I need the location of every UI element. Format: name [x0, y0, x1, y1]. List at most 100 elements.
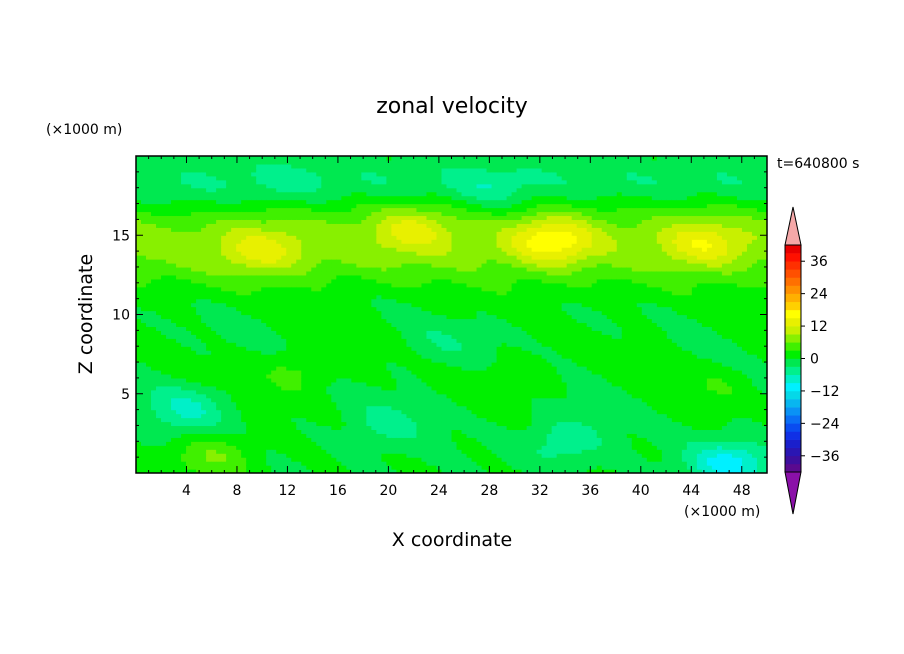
contour-cell [161, 445, 167, 450]
contour-cell [136, 373, 142, 379]
contour-cell [141, 354, 147, 359]
contour-cell [246, 231, 252, 236]
contour-cell [166, 318, 172, 324]
contour-cell [336, 437, 342, 442]
contour-cell [226, 330, 232, 335]
contour-cell [331, 457, 337, 462]
contour-cell [416, 179, 423, 185]
contour-cell [406, 156, 413, 161]
contour-cell [146, 187, 152, 193]
contour-cell [276, 274, 282, 280]
contour-cell [331, 215, 337, 220]
contour-cell [311, 195, 317, 201]
contour-cell [311, 199, 317, 205]
contour-cell [161, 239, 167, 244]
contour-cell [216, 167, 222, 173]
contour-cell [351, 377, 357, 383]
contour-cell [401, 223, 408, 228]
contour-cell [186, 453, 192, 458]
contour-cell [371, 215, 377, 220]
contour-cell [171, 167, 177, 173]
contour-cell [216, 211, 222, 217]
contour-cell [366, 350, 372, 355]
contour-cell [266, 290, 272, 296]
contour-cell [366, 449, 372, 454]
contour-cell [381, 219, 387, 224]
contour-cell [151, 270, 157, 276]
contour-cell [376, 389, 382, 395]
contour-cell [346, 282, 352, 288]
contour-cell [356, 441, 362, 446]
contour-cell [221, 247, 227, 252]
contour-cell [276, 159, 282, 165]
contour-cell [236, 163, 242, 169]
contour-cell [326, 294, 332, 300]
contour-cell [181, 314, 187, 320]
contour-cell [276, 362, 282, 367]
contour-cell [141, 290, 147, 296]
contour-cell [216, 163, 222, 169]
contour-cell [261, 310, 267, 316]
contour-cell [271, 449, 277, 454]
contour-cell [206, 385, 212, 391]
contour-cell [276, 171, 282, 177]
contour-cell [361, 259, 367, 264]
contour-cell [141, 195, 147, 201]
contour-cell [381, 191, 387, 197]
contour-cell [256, 354, 262, 359]
contour-cell [141, 469, 147, 473]
contour-cell [431, 362, 438, 367]
contour-cell [406, 251, 413, 256]
contour-cell [371, 369, 377, 375]
contour-cell [296, 437, 302, 442]
contour-cell [211, 405, 217, 411]
contour-cell [316, 183, 322, 189]
contour-cell [316, 421, 322, 427]
contour-cell [336, 393, 342, 399]
contour-cell [301, 163, 307, 169]
contour-cell [366, 417, 372, 423]
contour-cell [156, 385, 162, 391]
contour-cell [301, 239, 307, 244]
contour-cell [431, 354, 438, 359]
contour-cell [146, 373, 152, 379]
contour-cell [371, 274, 377, 280]
contour-cell [386, 449, 393, 454]
contour-cell [141, 259, 147, 264]
contour-cell [136, 397, 142, 403]
contour-cell [196, 183, 202, 189]
contour-cell [316, 366, 322, 371]
contour-cell [306, 366, 312, 371]
contour-cell [171, 215, 177, 220]
contour-cell [381, 318, 387, 324]
contour-cell [396, 330, 403, 335]
contour-cell [341, 156, 347, 161]
contour-cell [391, 191, 398, 197]
contour-cell [341, 298, 347, 304]
contour-cell [146, 342, 152, 347]
contour-cell [261, 393, 267, 399]
contour-cell [401, 417, 408, 423]
contour-cell [426, 461, 433, 466]
contour-cell [436, 358, 443, 363]
contour-cell [371, 397, 377, 403]
contour-cell [261, 247, 267, 252]
contour-cell [156, 369, 162, 375]
contour-cell [136, 377, 142, 383]
contour-cell [286, 397, 292, 403]
contour-cell [416, 231, 423, 236]
contour-cell [376, 227, 382, 232]
contour-cell [351, 318, 357, 324]
contour-cell [221, 211, 227, 217]
contour-cell [416, 461, 423, 466]
contour-cell [391, 171, 398, 177]
contour-cell [331, 318, 337, 324]
contour-cell [301, 469, 307, 473]
contour-cell [211, 227, 217, 232]
contour-cell [401, 191, 408, 197]
contour-cell [401, 397, 408, 403]
contour-cell [146, 453, 152, 458]
contour-cell [306, 318, 312, 324]
contour-cell [156, 274, 162, 280]
contour-cell [161, 231, 167, 236]
